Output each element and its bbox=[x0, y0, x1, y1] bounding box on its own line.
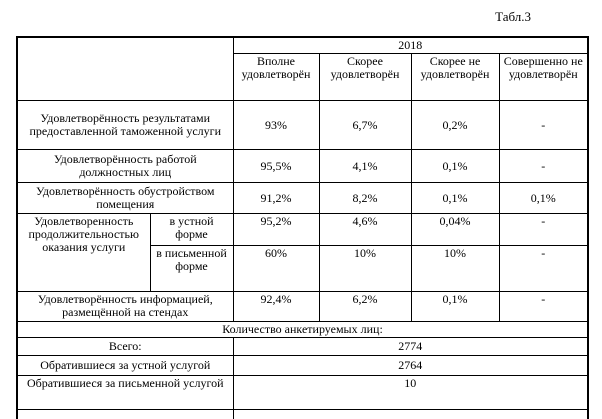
value-cell: 0,1% bbox=[410, 291, 500, 322]
value-cell: 4,6% bbox=[318, 213, 412, 246]
year-header: 2018 bbox=[232, 36, 589, 54]
row-label-service-duration: Удовлетворенность продолжительностью ока… bbox=[16, 213, 151, 292]
value-cell: - bbox=[498, 291, 589, 322]
value-cell: 93% bbox=[232, 100, 320, 150]
empty-cell bbox=[232, 409, 589, 419]
value-cell: 0,1% bbox=[410, 149, 500, 183]
table-row: Всего: 2774 bbox=[16, 337, 589, 356]
table-row: Удовлетворённость работой должностных ли… bbox=[16, 149, 589, 183]
table-row: Удовлетворённость обустройством помещени… bbox=[16, 182, 589, 214]
value-cell: 10% bbox=[318, 245, 412, 292]
empty-cell bbox=[16, 409, 234, 419]
table-row: Удовлетворённость информацией, размещённ… bbox=[16, 291, 589, 322]
value-cell: 60% bbox=[232, 245, 320, 292]
table-row: в письменной форме 60% 10% 10% - bbox=[17, 245, 589, 292]
column-header-fully-unsatisfied: Совершенно не удовлетворён bbox=[498, 53, 589, 101]
row-label-service-results: Удовлетворённость результатами предостав… bbox=[16, 100, 234, 150]
value-cell: 95,2% bbox=[232, 213, 320, 246]
summary-label-total: Всего: bbox=[16, 337, 234, 356]
value-cell: - bbox=[498, 213, 589, 246]
summary-value-oral-service: 2764 bbox=[232, 355, 589, 376]
value-cell: 0,2% bbox=[410, 100, 500, 150]
value-cell: 0,04% bbox=[410, 213, 500, 246]
column-header-rather-unsatisfied: Скорее не удовлетворён bbox=[410, 53, 500, 101]
table-row bbox=[16, 409, 589, 419]
summary-value-written-service: 10 bbox=[232, 375, 589, 410]
corner-cell bbox=[16, 36, 234, 101]
value-cell: 0,1% bbox=[498, 182, 589, 214]
value-cell: 91,2% bbox=[232, 182, 320, 214]
row-label-premises: Удовлетворённость обустройством помещени… bbox=[16, 182, 234, 214]
value-cell: 4,1% bbox=[318, 149, 412, 183]
value-cell: 8,2% bbox=[318, 182, 412, 214]
table-caption: Табл.3 bbox=[495, 9, 531, 24]
row-sublabel-written-form: в письменной форме bbox=[149, 245, 234, 292]
value-cell: 95,5% bbox=[232, 149, 320, 183]
value-cell: 0,1% bbox=[410, 182, 500, 214]
value-cell: - bbox=[498, 245, 589, 292]
value-cell: - bbox=[498, 100, 589, 150]
value-cell: 6,7% bbox=[318, 100, 412, 150]
table-row: Обратившиеся за письменной услугой 10 bbox=[16, 375, 589, 410]
table-row: Удовлетворённость результатами предостав… bbox=[16, 100, 589, 150]
column-header-rather-satisfied: Скорее удовлетворён bbox=[318, 53, 412, 101]
row-sublabel-oral-form: в устной форме bbox=[149, 213, 234, 246]
summary-value-total: 2774 bbox=[232, 337, 589, 356]
summary-section-title: Количество анкетируемых лиц: bbox=[16, 321, 589, 338]
row-label-officials-work: Удовлетворённость работой должностных ли… bbox=[16, 149, 234, 183]
value-cell: 10% bbox=[410, 245, 500, 292]
table-row: Количество анкетируемых лиц: bbox=[16, 321, 589, 338]
summary-label-oral-service: Обратившиеся за устной услугой bbox=[16, 355, 234, 376]
satisfaction-survey-table: 2018 Вполне удовлетворён Скорее удовлетв… bbox=[16, 36, 589, 419]
value-cell: 92,4% bbox=[232, 291, 320, 322]
column-header-fully-satisfied: Вполне удовлетворён bbox=[232, 53, 320, 101]
row-label-stand-information: Удовлетворённость информацией, размещённ… bbox=[16, 291, 234, 322]
value-cell: - bbox=[498, 149, 589, 183]
table-row: Обратившиеся за устной услугой 2764 bbox=[16, 355, 589, 376]
summary-label-written-service: Обратившиеся за письменной услугой bbox=[16, 375, 234, 410]
value-cell: 6,2% bbox=[318, 291, 412, 322]
table-row: Удовлетворенность продолжительностью ока… bbox=[16, 213, 589, 292]
